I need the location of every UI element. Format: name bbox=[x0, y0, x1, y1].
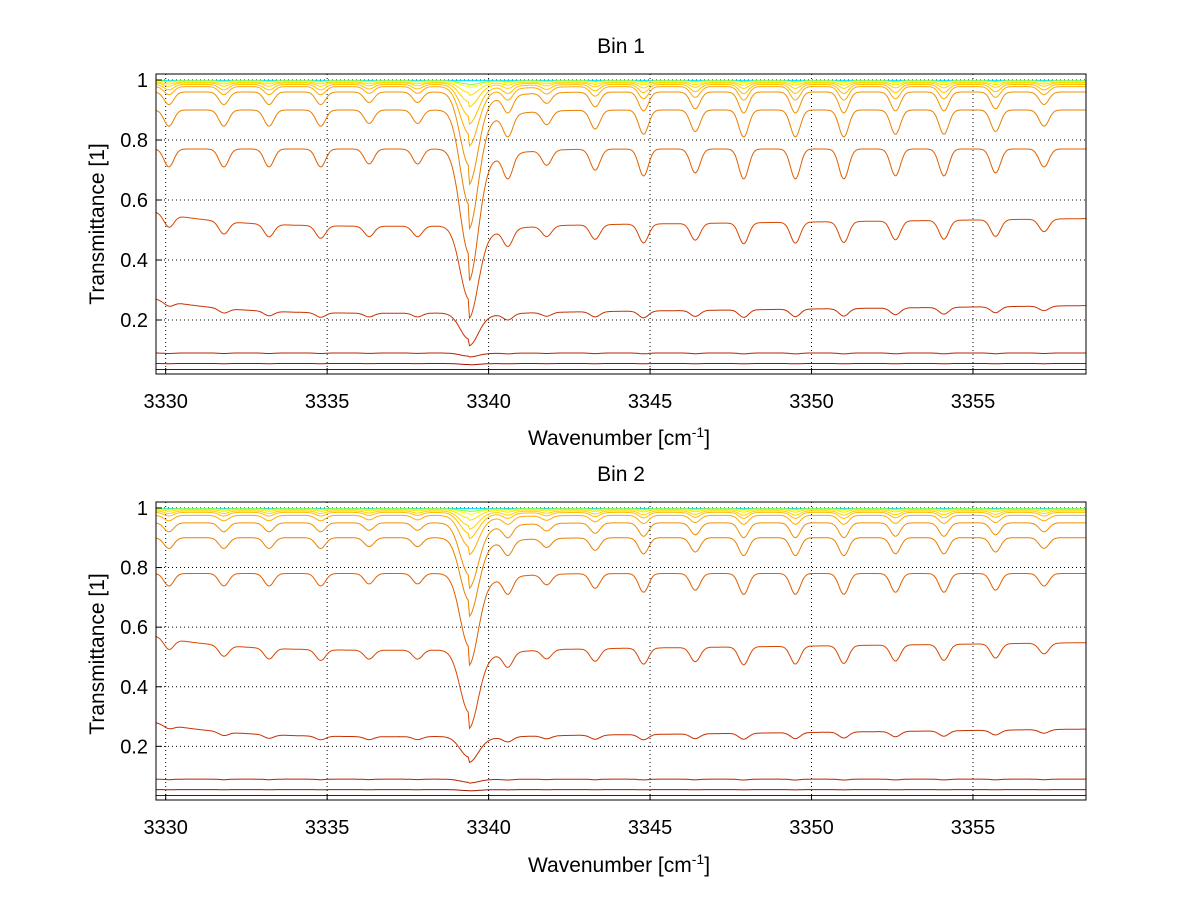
panel-bin-2: Bin 2 3330 3335 3340 3345 3350 3355 0.2 0.4 0.6 0… bbox=[86, 463, 1087, 877]
x-tick-label: 3335 bbox=[305, 817, 350, 839]
y-tick-label: 0.8 bbox=[120, 130, 148, 152]
series-line bbox=[155, 80, 1086, 89]
series-line bbox=[155, 537, 1086, 618]
series-line bbox=[155, 86, 1086, 147]
series-line bbox=[156, 789, 1086, 792]
series-line bbox=[155, 722, 1086, 764]
series-line bbox=[155, 514, 1086, 556]
y-tick-label: 0.2 bbox=[120, 310, 148, 332]
x-tick-label: 3340 bbox=[466, 817, 511, 839]
series-line bbox=[155, 109, 1086, 231]
series-line bbox=[155, 148, 1086, 281]
series-line bbox=[156, 352, 1086, 358]
x-tick-label: 3345 bbox=[628, 817, 673, 839]
panel-title: Bin 1 bbox=[597, 35, 645, 58]
x-axis-label: Wavenumber [cm-1] bbox=[528, 851, 710, 877]
tick-labels: 3330 3335 3340 3345 3350 3355 0.2 0.4 0.6 0.8 1 bbox=[120, 498, 995, 839]
series-line bbox=[155, 636, 1086, 730]
y-tick-label: 0.4 bbox=[120, 250, 148, 272]
y-tick-label: 0.6 bbox=[120, 617, 148, 639]
x-tick-label: 3350 bbox=[789, 817, 834, 839]
series-line bbox=[155, 573, 1086, 667]
axes-frame bbox=[155, 73, 1087, 375]
y-tick-label: 0.4 bbox=[120, 677, 148, 699]
axes-frame bbox=[155, 501, 1087, 801]
y-axis-label: Transmittance [1] bbox=[86, 573, 109, 734]
panel-title: Bin 2 bbox=[597, 463, 645, 486]
x-tick-label: 3335 bbox=[305, 391, 350, 413]
panel-bin-1: Bin 1 3330 3335 3340 3345 3350 3355 0.2 0.4 0.6 0… bbox=[86, 35, 1087, 450]
series-line bbox=[156, 509, 1086, 521]
grid bbox=[156, 502, 1086, 800]
x-axis-label: Wavenumber [cm-1] bbox=[528, 424, 710, 450]
x-tick-label: 3330 bbox=[143, 817, 188, 839]
series-line bbox=[155, 298, 1086, 347]
x-tick-label: 3355 bbox=[951, 817, 996, 839]
tick-labels: 3330 3335 3340 3345 3350 3355 0.2 0.4 0.6 0.8 1 bbox=[120, 70, 995, 413]
series-line bbox=[155, 84, 1086, 125]
series-line bbox=[155, 510, 1086, 530]
series-line bbox=[155, 511, 1086, 540]
y-tick-label: 1 bbox=[137, 498, 148, 520]
y-tick-label: 1 bbox=[137, 70, 148, 92]
x-tick-label: 3330 bbox=[143, 391, 188, 413]
x-tick-label: 3345 bbox=[628, 391, 673, 413]
series-line bbox=[156, 363, 1086, 366]
x-tick-label: 3340 bbox=[466, 391, 511, 413]
y-axis-label: Transmittance [1] bbox=[86, 143, 109, 304]
plot-lines bbox=[155, 80, 1086, 370]
x-tick-label: 3350 bbox=[789, 391, 834, 413]
series-line bbox=[155, 522, 1086, 590]
series-line bbox=[156, 81, 1086, 96]
series-line bbox=[156, 508, 1086, 515]
series-line bbox=[156, 778, 1086, 784]
grid bbox=[156, 74, 1086, 374]
y-tick-label: 0.2 bbox=[120, 736, 148, 758]
y-tick-label: 0.8 bbox=[120, 558, 148, 580]
x-tick-label: 3355 bbox=[951, 391, 996, 413]
series-line bbox=[155, 82, 1086, 108]
series-line bbox=[155, 212, 1086, 320]
series-line bbox=[155, 91, 1086, 186]
plot-lines bbox=[155, 508, 1086, 796]
y-tick-label: 0.6 bbox=[120, 190, 148, 212]
